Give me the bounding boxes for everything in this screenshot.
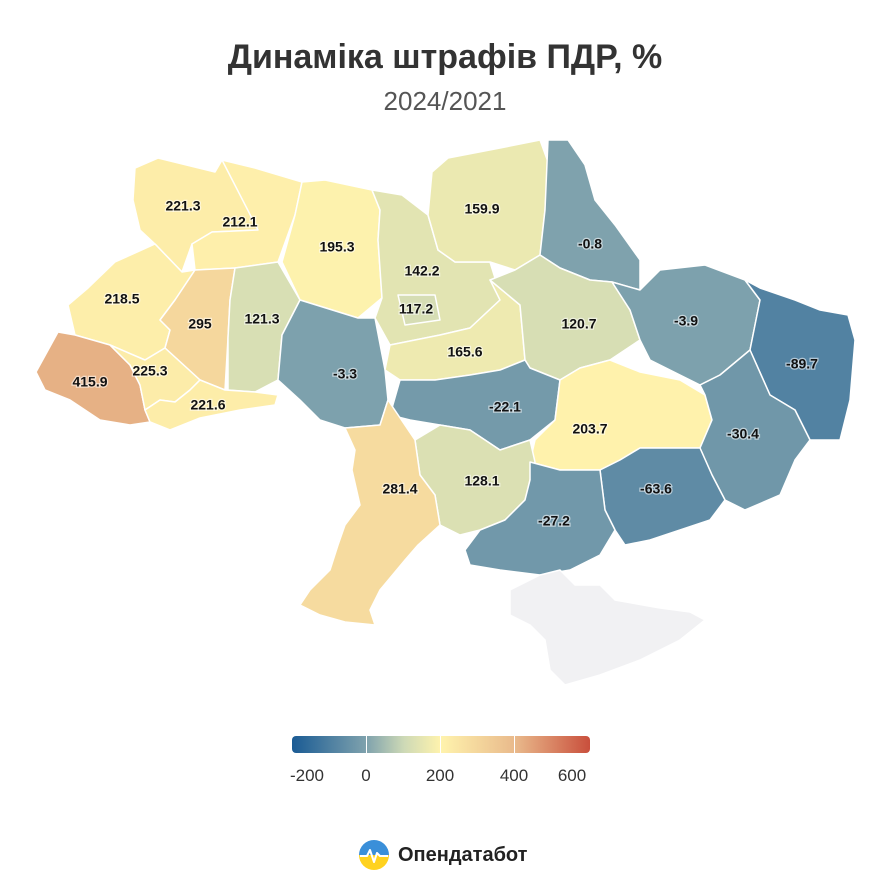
region-kyiv-city[interactable] bbox=[397, 294, 441, 326]
region-value-label: 281.4 bbox=[382, 481, 417, 497]
region-kherson[interactable] bbox=[464, 461, 616, 576]
color-legend-bar bbox=[292, 736, 590, 753]
region-value-label: 142.2 bbox=[404, 263, 439, 279]
region-odesa[interactable] bbox=[299, 399, 441, 626]
legend-tick-label: 400 bbox=[499, 766, 529, 785]
legend-tick-label: 200 bbox=[425, 766, 455, 785]
region-value-label: -63.6 bbox=[640, 481, 672, 497]
region-value-label: -89.7 bbox=[786, 356, 818, 372]
region-value-label: 165.6 bbox=[447, 344, 482, 360]
region-value-label: 225.3 bbox=[132, 363, 167, 379]
region-value-label: 415.9 bbox=[72, 374, 107, 390]
region-value-label: 195.3 bbox=[319, 239, 354, 255]
region-value-label: -30.4 bbox=[727, 426, 759, 442]
opendatabot-logo-icon bbox=[359, 840, 389, 870]
region-value-label: 212.1 bbox=[222, 214, 257, 230]
region-khmelnytskyi[interactable] bbox=[227, 261, 301, 393]
brand-name: Опендатабот bbox=[398, 843, 528, 866]
region-value-label: 159.9 bbox=[464, 201, 499, 217]
legend-tick-label: -200 bbox=[289, 766, 325, 785]
region-value-label: 117.2 bbox=[399, 301, 433, 317]
legend-tick-label: 600 bbox=[557, 766, 587, 785]
legend-divider bbox=[440, 736, 441, 753]
region-value-label: 121.3 bbox=[244, 311, 279, 327]
region-value-label: 295 bbox=[188, 316, 212, 332]
region-value-label: 203.7 bbox=[572, 421, 607, 437]
legend-tick-label: 0 bbox=[361, 766, 371, 785]
region-chernivtsi[interactable] bbox=[144, 379, 279, 431]
region-value-label: -27.2 bbox=[538, 513, 570, 529]
region-crimea[interactable] bbox=[509, 569, 706, 686]
region-value-label: 221.6 bbox=[190, 397, 225, 413]
region-value-label: 221.3 bbox=[165, 198, 200, 214]
legend-divider bbox=[514, 736, 515, 753]
region-value-label: -0.8 bbox=[578, 236, 602, 252]
legend-divider bbox=[366, 736, 367, 753]
region-value-label: -22.1 bbox=[489, 399, 521, 415]
region-value-label: -3.3 bbox=[333, 366, 357, 382]
region-value-label: 218.5 bbox=[104, 291, 139, 307]
map-subtitle: 2024/2021 bbox=[383, 86, 507, 116]
map-title: Динаміка штрафів ПДР, % bbox=[227, 38, 663, 76]
region-value-label: -3.9 bbox=[674, 313, 698, 329]
brand-logo: Опендатабот bbox=[358, 838, 527, 872]
region-value-label: 128.1 bbox=[464, 473, 499, 489]
region-value-label: 120.7 bbox=[561, 316, 596, 332]
region-vinnytsia[interactable] bbox=[277, 299, 389, 429]
